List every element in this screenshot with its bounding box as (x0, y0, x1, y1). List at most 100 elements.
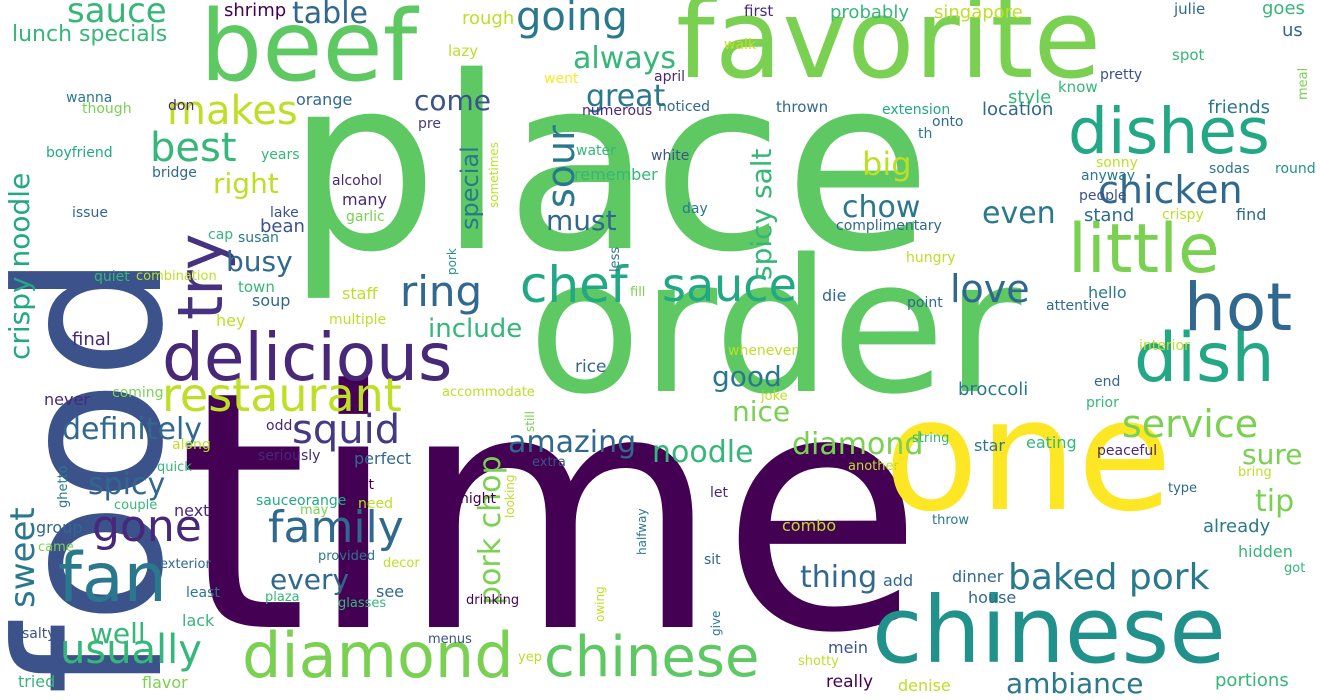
word-couple: couple (114, 498, 158, 513)
word-spicy: spicy (88, 467, 166, 502)
word-odd: odd (266, 418, 293, 434)
word-nice: nice (732, 395, 791, 428)
word-seat: seat (344, 477, 374, 493)
word-wanna: wanna (66, 90, 113, 106)
word-meal: meal (1296, 67, 1311, 100)
word-beef: beef (200, 0, 418, 104)
word-lake: lake (270, 205, 299, 221)
word-friends: friends (1208, 97, 1271, 118)
word-hidden: hidden (1238, 542, 1293, 561)
word-really: really (826, 672, 873, 692)
word-hello: hello (1088, 283, 1127, 302)
word-provided: provided (318, 549, 376, 564)
word-sauce-mid: sauce (662, 258, 797, 312)
word-noticed: noticed (658, 99, 711, 115)
word-restaurant: restaurant (162, 368, 402, 422)
word-julie: julie (1174, 0, 1206, 18)
word-extension: extension (882, 102, 951, 118)
word-drinking: drinking (466, 593, 520, 608)
word-staff: staff (342, 284, 378, 303)
word-must: must (546, 204, 617, 237)
word-final: final (72, 329, 111, 350)
word-rough: rough (462, 8, 515, 29)
word-day: day (682, 201, 708, 217)
word-location: location (982, 99, 1054, 120)
word-yep: yep (518, 650, 542, 665)
word-probably: probably (830, 2, 909, 23)
word-family: family (268, 502, 404, 553)
word-pork: pork (445, 248, 459, 275)
word-ring: ring (400, 267, 483, 316)
word-numerous: numerous (582, 103, 653, 119)
word-anyway: anyway (1081, 168, 1136, 184)
word-eating: eating (1026, 433, 1077, 452)
word-lunch-specials: lunch specials (12, 22, 168, 47)
word-time: time (178, 321, 924, 700)
word-see: see (376, 582, 405, 601)
word-place: place (286, 25, 932, 305)
word-spicy-salt: spicy salt (745, 148, 778, 280)
word-chinese-mid: chinese (544, 625, 760, 690)
word-sauce-top: sauce (67, 0, 167, 31)
word-chicken: chicken (1098, 168, 1243, 212)
word-amazing: amazing (508, 425, 637, 460)
word-house: house (968, 588, 1017, 607)
word-attentive: attentive (1046, 298, 1110, 314)
word-though: though (82, 101, 132, 117)
word-little: little (1068, 210, 1220, 289)
word-april: april (654, 69, 686, 85)
word-always: always (573, 41, 677, 76)
word-cap: cap (208, 227, 234, 243)
word-sauceorange: sauceorange (256, 493, 347, 509)
word-decor: decor (383, 556, 420, 571)
word-favorite: favorite (676, 0, 1102, 103)
word-bean: bean (260, 216, 305, 237)
word-plaza: plaza (265, 590, 300, 605)
word-years: years (261, 147, 300, 163)
word-lazy: lazy (448, 42, 479, 60)
word-thing: thing (800, 560, 878, 595)
word-tip: tip (1255, 484, 1295, 519)
word-big: big (862, 145, 912, 183)
word-salty: salty (22, 626, 56, 642)
word-don: don (168, 98, 195, 114)
word-already: already (1203, 516, 1271, 537)
word-throw: throw (932, 513, 969, 528)
word-one: one (884, 365, 1173, 546)
word-whenever: whenever (728, 343, 798, 359)
word-seriously: seriously (258, 448, 321, 464)
word-joke: joke (761, 389, 788, 404)
word-fill: fill (630, 285, 646, 300)
word-th: th (918, 126, 933, 142)
word-looking: looking (503, 474, 517, 518)
word-chef: chef (520, 256, 628, 314)
word-night: night (460, 491, 497, 507)
word-got: got (1284, 561, 1306, 576)
word-owing: owing (593, 586, 607, 622)
word-hot: hot (1184, 269, 1293, 346)
word-fan: fan (58, 539, 167, 618)
word-order: order (528, 219, 1022, 435)
word-quiet: quiet (94, 269, 130, 285)
word-special: special (456, 146, 484, 230)
word-style: style (1008, 87, 1052, 108)
word-garlic: garlic (346, 209, 385, 225)
word-service: service (1122, 402, 1259, 446)
word-pre: pre (418, 116, 441, 132)
word-never: never (44, 390, 90, 409)
word-dinner: dinner (952, 567, 1004, 586)
word-sweet: sweet (3, 507, 43, 608)
word-add: add (883, 571, 914, 590)
word-people: people (1079, 188, 1127, 204)
word-less: less (608, 246, 623, 272)
word-flavor: flavor (142, 673, 188, 692)
word-stand: stand (1084, 205, 1135, 226)
word-star: star (974, 436, 1005, 455)
word-sometimes: sometimes (487, 141, 501, 208)
word-went: went (544, 71, 579, 87)
word-quick: quick (157, 460, 192, 475)
word-point: point (907, 295, 943, 311)
word-die: die (822, 286, 847, 305)
word-susan: susan (238, 230, 279, 246)
word-bring: bring (1238, 465, 1272, 480)
